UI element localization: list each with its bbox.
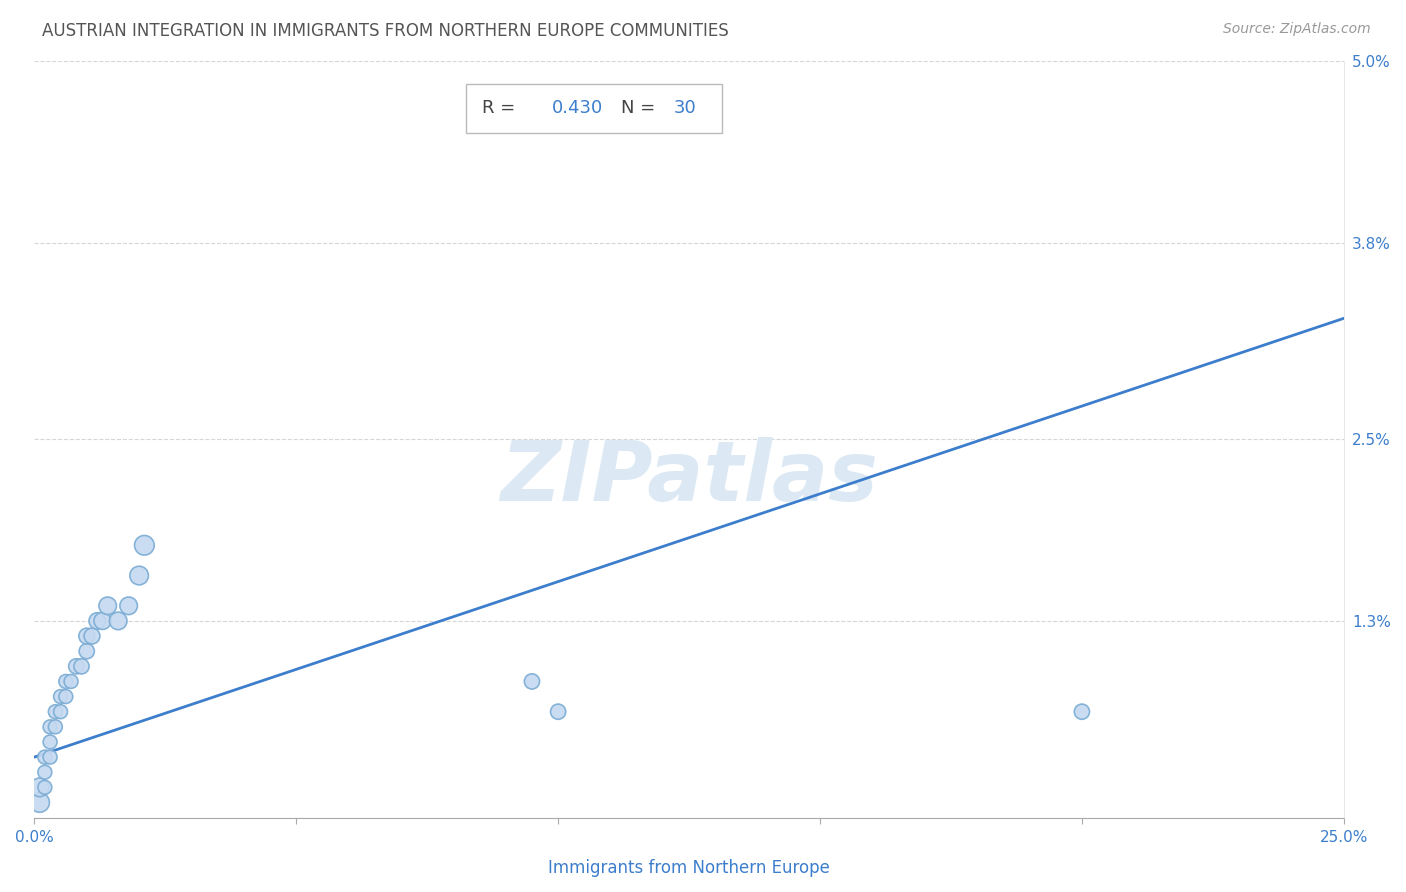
Point xyxy=(128,568,150,582)
Text: 30: 30 xyxy=(673,99,696,118)
Point xyxy=(55,674,77,689)
Point xyxy=(91,614,114,628)
Point xyxy=(118,599,141,613)
Text: R =: R = xyxy=(482,99,522,118)
Point xyxy=(1070,705,1092,719)
Point xyxy=(49,690,72,704)
Point xyxy=(107,614,129,628)
Point xyxy=(39,750,62,764)
Point xyxy=(49,705,72,719)
Point xyxy=(44,720,66,734)
Text: 0.430: 0.430 xyxy=(551,99,603,118)
Point xyxy=(60,674,83,689)
Point xyxy=(520,674,543,689)
Text: ZIPatlas: ZIPatlas xyxy=(501,437,877,517)
Point xyxy=(34,750,56,764)
Text: N =: N = xyxy=(621,99,661,118)
Point xyxy=(80,629,103,643)
Point xyxy=(34,780,56,795)
Point xyxy=(65,659,87,673)
Text: AUSTRIAN INTEGRATION IN IMMIGRANTS FROM NORTHERN EUROPE COMMUNITIES: AUSTRIAN INTEGRATION IN IMMIGRANTS FROM … xyxy=(42,22,728,40)
X-axis label: Immigrants from Northern Europe: Immigrants from Northern Europe xyxy=(548,859,830,877)
Point xyxy=(34,765,56,780)
Point xyxy=(134,538,156,552)
Point xyxy=(76,629,98,643)
Point xyxy=(76,644,98,658)
Point xyxy=(86,614,108,628)
Point xyxy=(39,720,62,734)
Point xyxy=(70,659,93,673)
Point xyxy=(55,690,77,704)
Point xyxy=(44,705,66,719)
FancyBboxPatch shape xyxy=(467,84,721,133)
Point xyxy=(28,780,51,795)
Point xyxy=(28,796,51,810)
Point xyxy=(547,705,569,719)
Point xyxy=(97,599,120,613)
Text: Source: ZipAtlas.com: Source: ZipAtlas.com xyxy=(1223,22,1371,37)
Point xyxy=(39,735,62,749)
